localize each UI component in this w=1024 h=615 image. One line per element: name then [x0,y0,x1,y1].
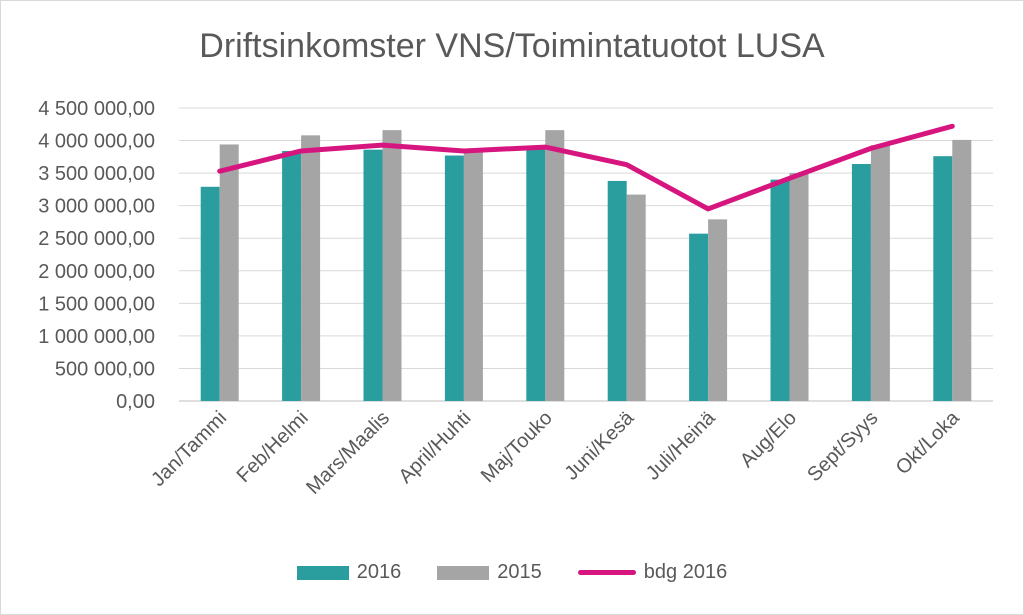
y-tick-label: 2 000 000,00 [38,261,155,283]
y-tick-label: 500 000,00 [55,358,155,380]
bar-2015 [870,145,890,401]
legend-label-2016: 2016 [356,561,402,583]
y-tick-label: 0,00 [116,391,155,413]
bar-2016 [933,156,953,401]
bar-2015 [952,139,972,401]
bar-2016 [526,147,546,401]
x-tick-label: Juni/Kesä [561,406,639,484]
line-bdg-2016 [217,123,955,212]
x-tick-label: Juli/Heinä [642,406,720,484]
legend-swatch-2016 [296,565,349,580]
x-tick-label: Mars/Maalis [302,407,394,499]
legend-swatch-2015 [437,565,490,580]
legend-label-bdg-2016: bdg 2016 [643,561,728,583]
legend-label-2015: 2015 [497,561,542,583]
x-tick-label: Feb/Helmi [233,407,313,487]
legend-swatch-bdg-2016 [577,570,636,575]
bar-2015 [382,130,402,402]
bar-2016 [282,150,302,401]
bar-2015 [789,173,809,401]
x-tick-label: April/Huhti [395,407,476,488]
chart-title: Driftsinkomster VNS/Toimintatuotot LUSA [199,27,825,65]
x-tick-label: Jan/Tammi [147,407,231,491]
bar-2015 [463,152,483,401]
bar-2016 [689,233,709,401]
bar-2016 [363,149,383,401]
bar-2015 [708,219,728,401]
legend-item-bdg-2016: bdg 2016 [577,561,728,584]
bar-2016 [607,180,627,401]
bar-2015 [301,135,321,401]
bar-2016 [444,155,464,401]
x-tick-label: Aug/Elo [736,407,801,472]
x-tick-label: Okt/Loka [892,406,965,479]
y-tick-label: 1 500 000,00 [38,293,155,315]
y-tick-label: 1 000 000,00 [38,326,155,348]
x-tick-label: Maj/Touko [477,407,557,487]
bar-2015 [545,130,565,402]
bar-2015 [626,194,646,401]
legend-item-2016: 2016 [296,561,402,584]
y-tick-label: 3 500 000,00 [38,163,155,185]
legend: 2016 2015 bdg 2016 [1,561,1023,584]
bar-2016 [770,179,790,401]
x-tick-label: Sept/Syys [803,407,882,486]
bar-2016 [851,163,871,401]
bar-2015 [219,144,239,401]
legend-item-2015: 2015 [437,561,542,584]
y-tick-label: 3 000 000,00 [38,196,155,218]
bar-2016 [200,186,220,401]
y-tick-label: 4 500 000,00 [38,98,155,120]
y-tick-label: 4 000 000,00 [38,131,155,153]
y-tick-label: 2 500 000,00 [38,228,155,250]
